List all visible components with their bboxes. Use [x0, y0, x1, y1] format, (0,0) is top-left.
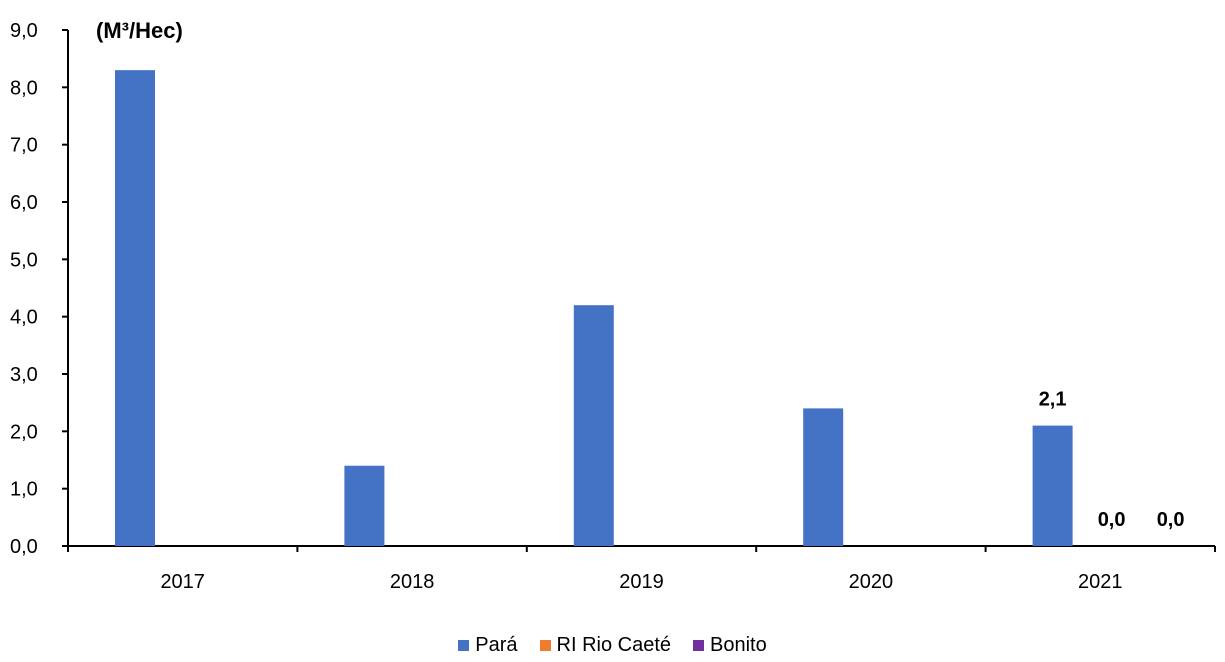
y-tick-label: 3,0 — [10, 364, 38, 386]
legend-swatch — [458, 640, 470, 651]
data-label: 2,1 — [1039, 389, 1067, 411]
data-label: 0,0 — [1098, 509, 1126, 531]
x-tick-label: 2021 — [1078, 571, 1123, 593]
legend-label: Bonito — [710, 634, 767, 656]
y-tick-label: 9,0 — [10, 20, 38, 42]
legend-item: Pará — [458, 634, 518, 657]
bar-pará-2020 — [803, 408, 844, 546]
legend-swatch — [539, 640, 551, 651]
y-tick-label: 2,0 — [10, 421, 38, 443]
x-tick-label: 2017 — [160, 571, 205, 593]
bar-pará-2019 — [573, 305, 614, 546]
bars — [115, 70, 1073, 546]
bar-pará-2018 — [344, 465, 385, 546]
bar-pará-2017 — [115, 70, 155, 546]
legend: Pará RI Rio Caeté Bonito — [0, 634, 1225, 657]
legend-item: RI Rio Caeté — [539, 634, 672, 657]
x-tick-label: 2018 — [390, 571, 435, 593]
y-tick-label: 1,0 — [10, 479, 38, 501]
y-tick-label: 4,0 — [10, 307, 38, 329]
bar-pará-2021 — [1032, 425, 1073, 546]
legend-item: Bonito — [693, 634, 767, 657]
unit-label: (M³/Hec) — [96, 18, 183, 43]
x-tick-label: 2020 — [849, 571, 894, 593]
legend-label: RI Rio Caeté — [556, 634, 672, 656]
y-axis: 0,0 1,0 2,0 3,0 4,0 5,0 6,0 7,0 8,0 9,0 — [10, 20, 69, 558]
y-tick-label: 7,0 — [10, 135, 38, 157]
x-tick-label: 2019 — [619, 571, 664, 593]
data-labels: 2,1 0,0 0,0 — [1039, 389, 1185, 531]
y-tick-label: 5,0 — [10, 249, 38, 271]
data-label: 0,0 — [1157, 509, 1185, 531]
legend-swatch — [693, 640, 705, 651]
x-axis: 2017 2018 2019 2020 2021 — [67, 545, 1216, 593]
y-tick-label: 0,0 — [10, 536, 38, 558]
y-tick-label: 8,0 — [10, 77, 38, 99]
legend-label: Pará — [475, 634, 518, 656]
y-tick-label: 6,0 — [10, 192, 38, 214]
